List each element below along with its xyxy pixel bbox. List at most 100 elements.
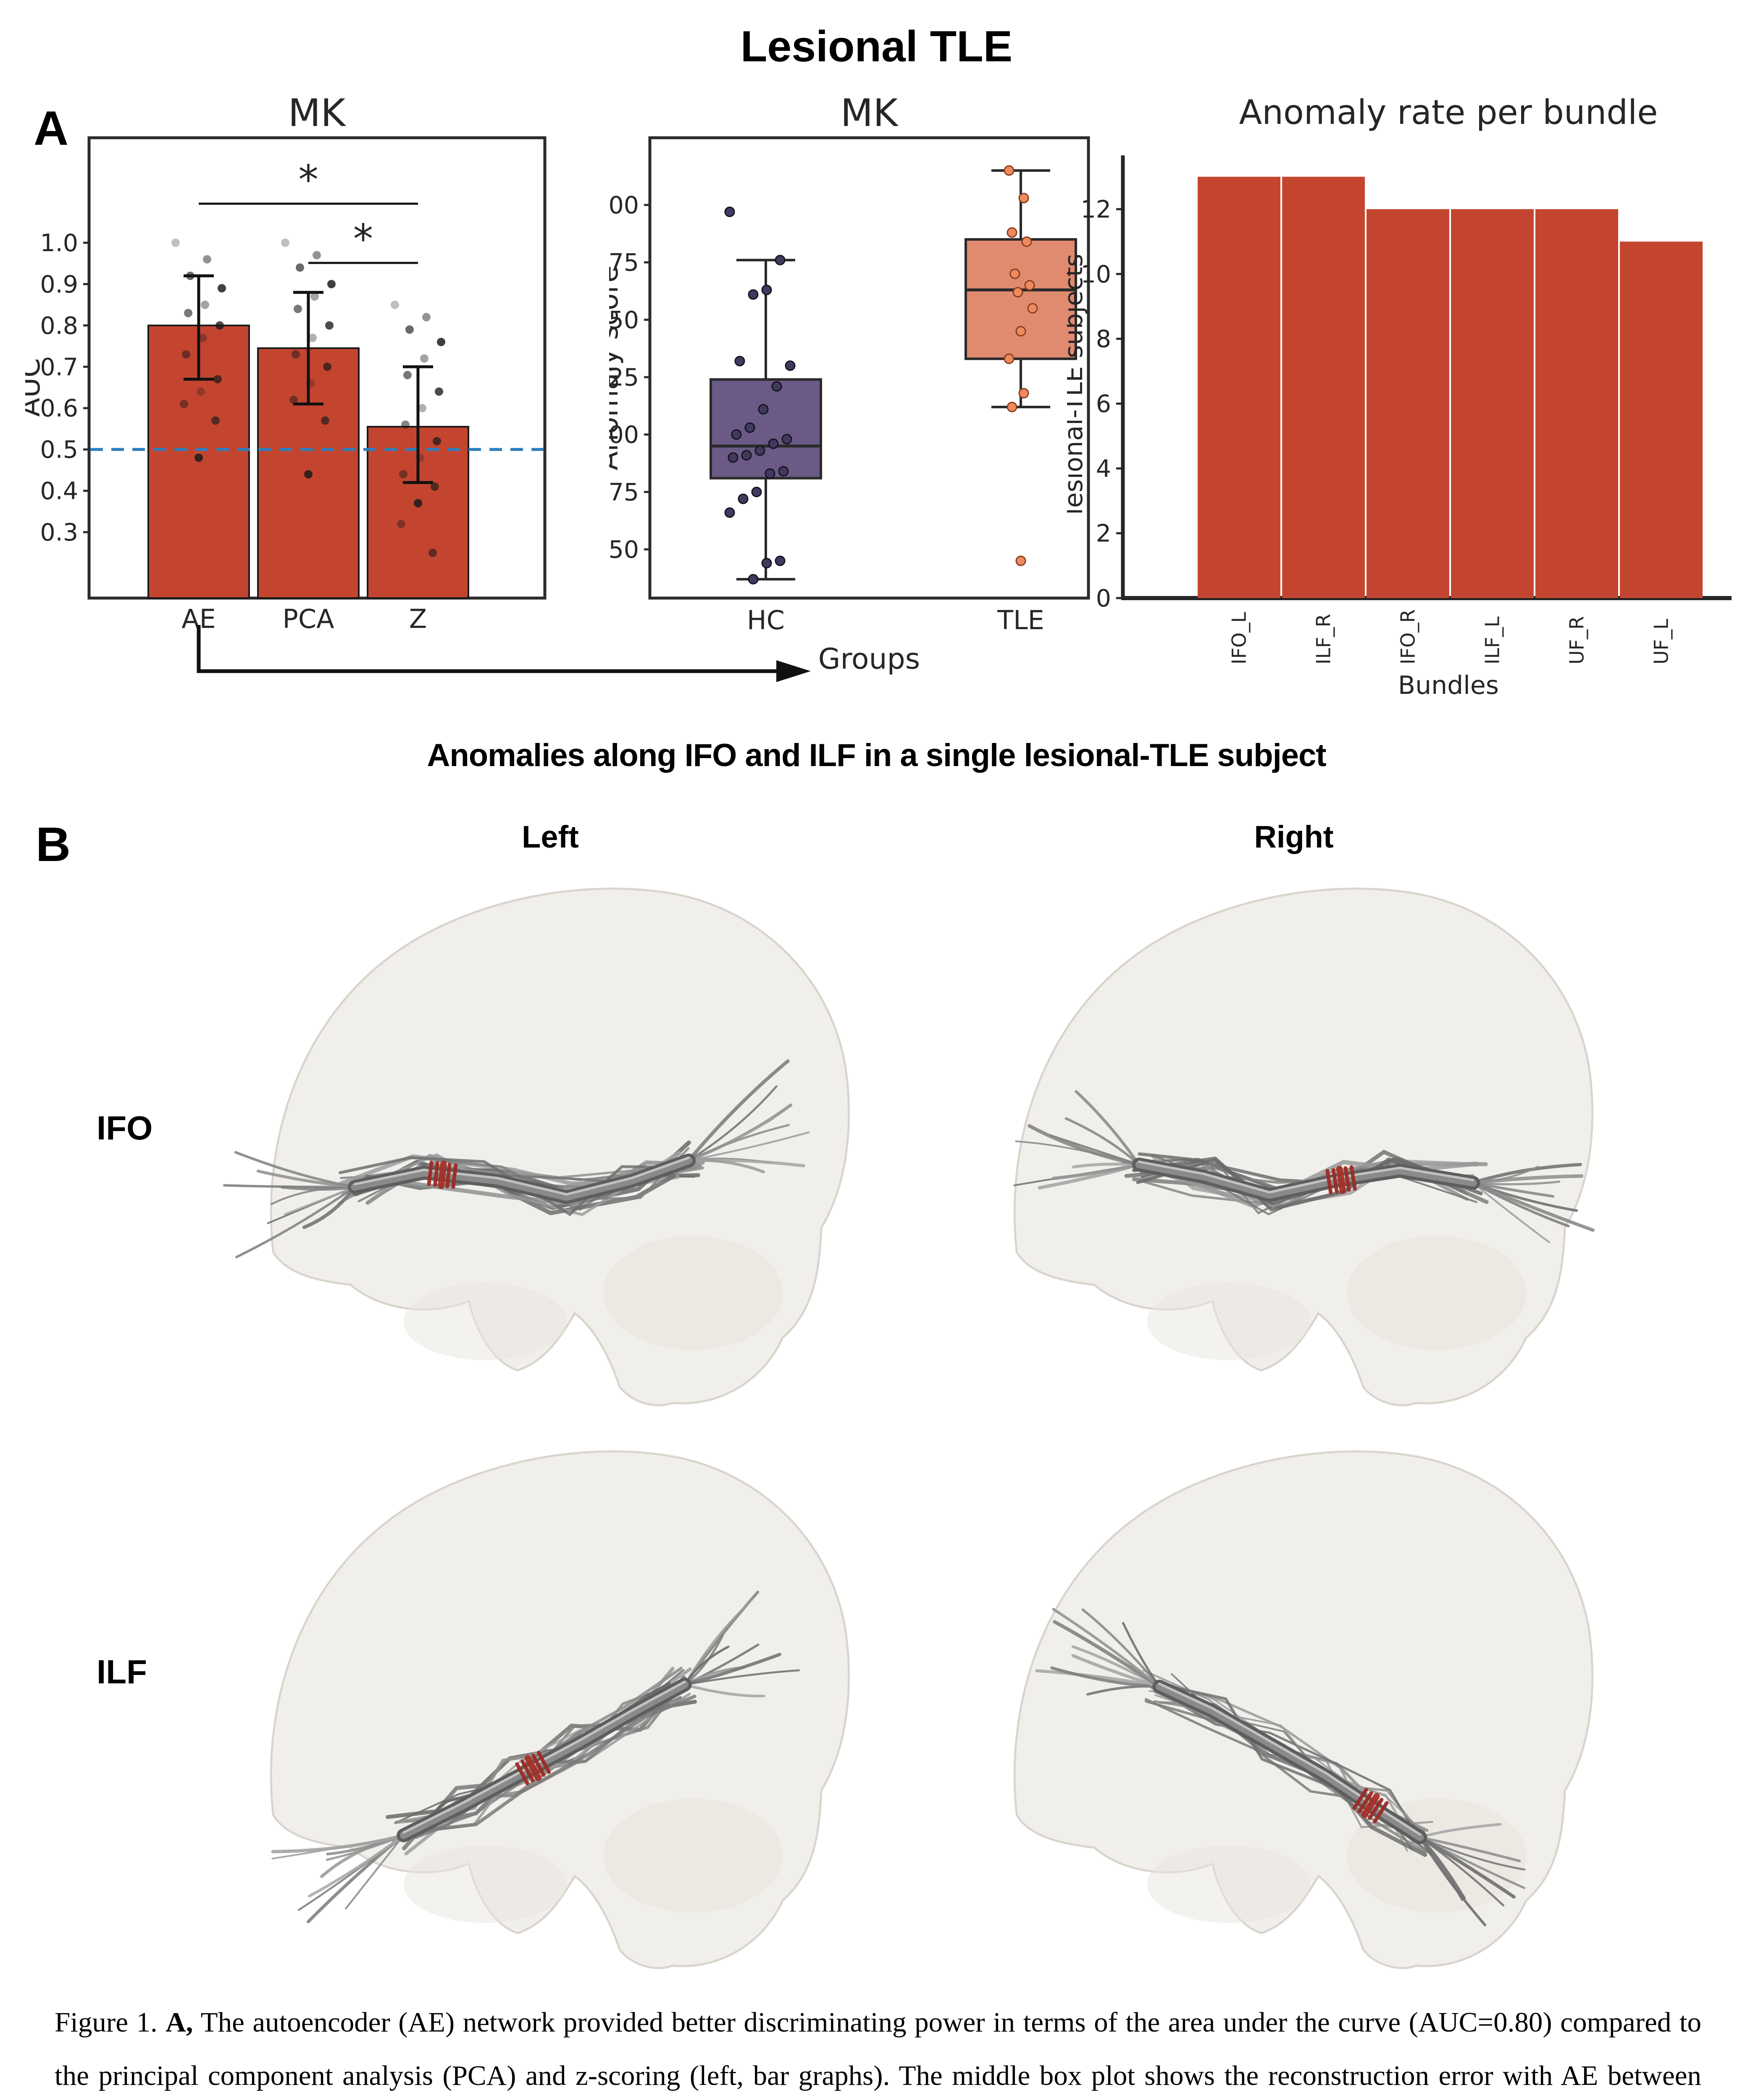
bar-UF_R xyxy=(1535,209,1618,598)
y-tick-label: 6 xyxy=(1096,390,1111,418)
data-point xyxy=(401,420,410,429)
data-point xyxy=(171,239,180,247)
y-axis-label: lesional-TLE subjects xyxy=(1067,254,1088,515)
x-tick-label-UF_R: UF_R xyxy=(1566,616,1588,664)
data-point-HC xyxy=(724,206,735,217)
panel-b-label: B xyxy=(36,818,71,872)
data-point xyxy=(304,470,313,479)
y-tick-label: 0.7 xyxy=(40,353,78,381)
caption-text: The autoencoder (AE) network provided be… xyxy=(55,2007,1701,2091)
y-tick-label: 0.250 xyxy=(609,306,639,334)
bar-IFO_L xyxy=(1198,176,1280,598)
data-point xyxy=(422,313,431,322)
data-point xyxy=(289,396,298,404)
data-point xyxy=(418,404,426,412)
x-tick-label-IFO_R: IFO_R xyxy=(1397,609,1419,664)
column-header-right: Right xyxy=(1254,819,1334,854)
brain-tractography-ifo-right-image xyxy=(1013,887,1595,1407)
data-point-HC xyxy=(731,429,742,440)
data-point-TLE xyxy=(1015,326,1026,337)
brain-tractography-ilf-right-image xyxy=(1013,1450,1594,1969)
x-tick-label-ILF_R: ILF_R xyxy=(1312,614,1335,664)
bar-ILF_R xyxy=(1282,176,1365,598)
y-tick-label: 0.9 xyxy=(40,270,78,298)
anomaly-score-box-plot: MK 0.150 0.175 0.200 0.225 0.250 0.275 0.300 Ano… xyxy=(609,91,1090,676)
caption-text: Figure 1. xyxy=(55,2007,166,2038)
fiber-bundle xyxy=(271,1591,800,1924)
x-tick-label-TLE: TLE xyxy=(997,605,1044,635)
data-point xyxy=(186,271,194,280)
y-tick-label: 0.5 xyxy=(40,436,78,464)
data-point-HC xyxy=(765,468,775,479)
y-tick-label: 0.150 xyxy=(609,536,639,564)
data-point xyxy=(310,292,319,301)
data-point xyxy=(420,354,428,363)
data-point xyxy=(397,520,405,528)
x-tick-label-ILF_L: ILF_L xyxy=(1481,616,1504,664)
data-point-TLE xyxy=(1007,402,1017,412)
data-point-TLE xyxy=(1007,227,1017,238)
y-tick-label: 0.275 xyxy=(609,249,639,277)
plot-frame xyxy=(648,136,1090,600)
data-point-HC xyxy=(775,255,786,265)
data-point xyxy=(416,453,424,462)
x-tick-label-PCA: PCA xyxy=(282,604,334,634)
y-tick-label: 12 xyxy=(1080,196,1111,223)
data-point xyxy=(403,370,412,379)
data-point-TLE xyxy=(1024,280,1035,291)
y-axis-label: AUC xyxy=(25,358,46,417)
bar-ILF_L xyxy=(1451,209,1534,598)
data-point-HC xyxy=(738,494,749,504)
data-point xyxy=(182,350,190,359)
data-point xyxy=(405,325,414,334)
data-point xyxy=(180,399,188,408)
y-tick-label: 0.3 xyxy=(40,519,78,546)
data-point-HC xyxy=(785,360,796,371)
x-tick-label-UF_L: UF_L xyxy=(1650,619,1673,664)
data-point xyxy=(213,375,222,383)
data-point xyxy=(211,416,220,425)
data-point-HC xyxy=(734,356,745,367)
panel-b-subtitle: Anomalies along IFO and ILF in a single … xyxy=(427,738,1326,773)
anomaly-region-marker xyxy=(427,1160,458,1189)
bar-UF_L xyxy=(1620,242,1703,598)
data-point xyxy=(292,350,300,359)
data-point xyxy=(323,362,331,371)
box-HC xyxy=(710,378,822,480)
data-point xyxy=(327,280,336,289)
y-tick-label: 0.175 xyxy=(609,478,639,506)
data-point-HC xyxy=(758,404,769,415)
figure-title: Lesional TLE xyxy=(740,22,1013,71)
brain-tractography-ifo-left-image xyxy=(223,887,850,1407)
data-point xyxy=(391,300,399,309)
figure-caption: Figure 1. A, The autoencoder (AE) networ… xyxy=(55,1996,1701,2100)
y-tick-label: 10 xyxy=(1080,260,1111,288)
y-tick-label: 2 xyxy=(1096,520,1111,548)
y-tick-label: 0.200 xyxy=(609,421,639,449)
y-tick-label: 0.300 xyxy=(609,192,639,219)
data-point xyxy=(184,309,192,318)
data-point xyxy=(321,416,329,425)
data-point xyxy=(428,549,437,557)
y-tick-label: 0.225 xyxy=(609,364,639,391)
chart-title: Anomaly rate per bundle xyxy=(1239,93,1658,132)
data-point xyxy=(325,321,334,330)
data-point xyxy=(199,333,207,342)
data-point-HC xyxy=(761,558,772,569)
data-point xyxy=(216,321,224,330)
data-point xyxy=(431,482,439,491)
data-point xyxy=(194,453,203,462)
x-axis-label: Groups xyxy=(818,643,920,676)
fiber-bundle xyxy=(223,1059,810,1258)
data-point xyxy=(313,251,321,260)
data-point-HC xyxy=(761,284,772,295)
data-point xyxy=(433,437,441,446)
data-point xyxy=(399,470,407,479)
x-tick-label-IFO_L: IFO_L xyxy=(1228,612,1251,664)
data-point xyxy=(308,333,317,342)
data-point xyxy=(306,379,315,388)
bundle-anomaly-bar-chart: Anomaly rate per bundle 0 2 4 6 8 10 12 lesional… xyxy=(1067,93,1732,700)
anomaly-region-marker xyxy=(515,1751,551,1785)
caption-bold-panel-ref: A, xyxy=(166,2007,193,2038)
